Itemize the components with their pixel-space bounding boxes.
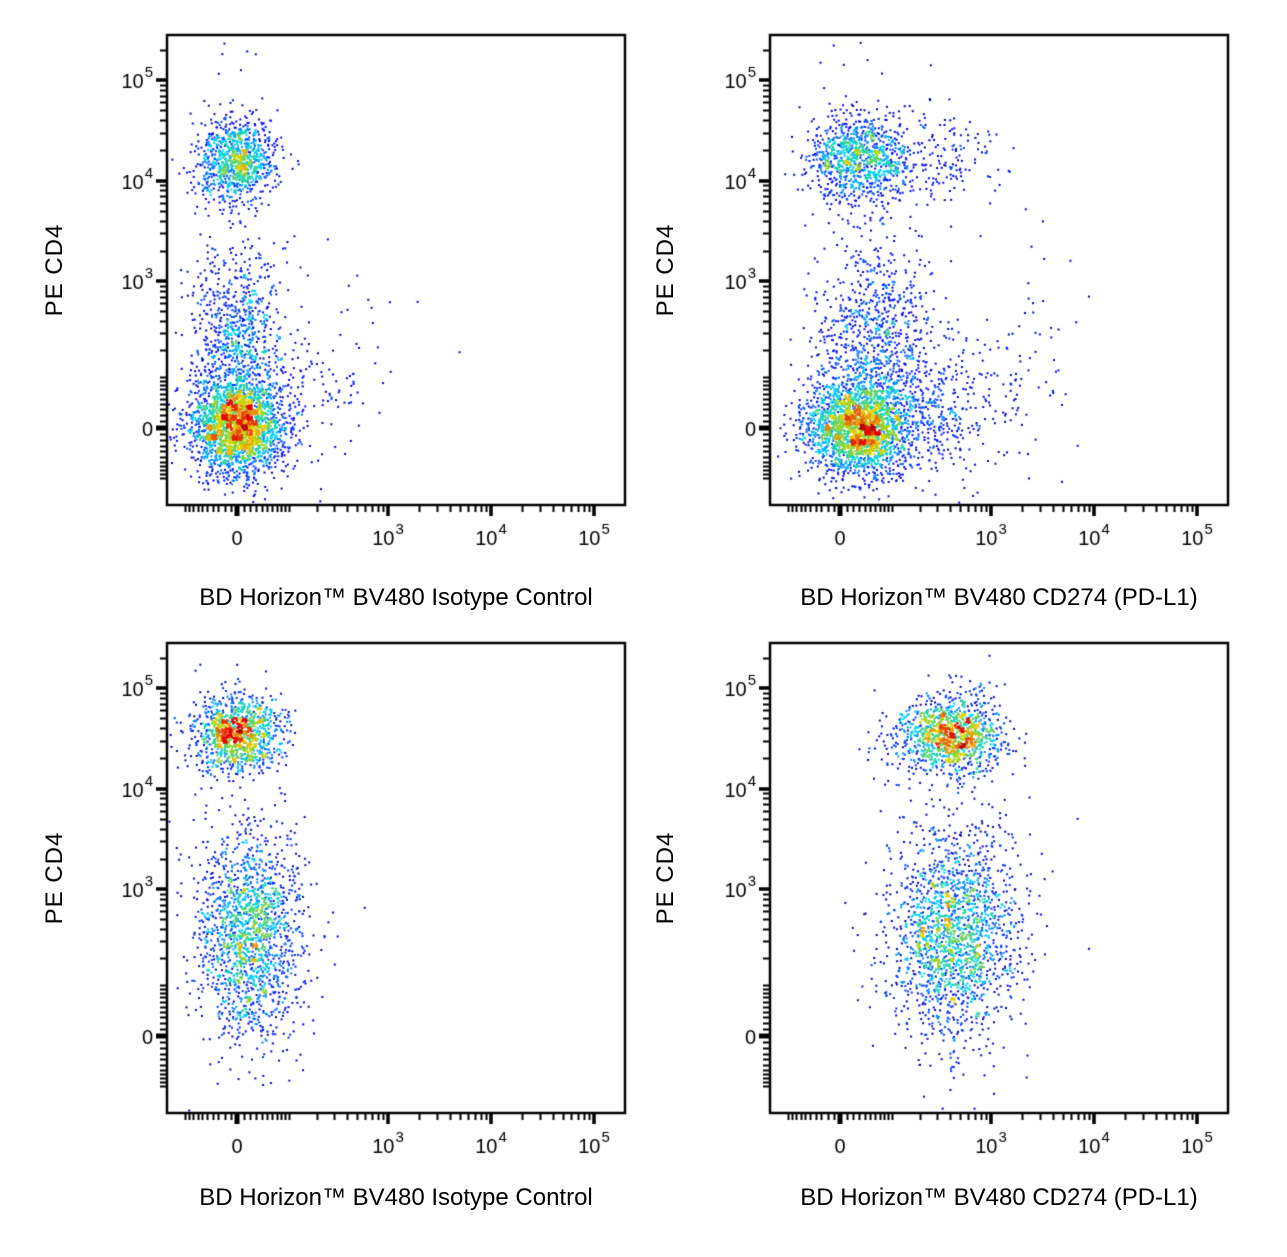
y-axis-title: PE CD4	[652, 223, 679, 317]
plot-panel-bottom-right: PE CD4 BD Horizon™ BV480 CD274 (PD-L1)	[644, 628, 1287, 1257]
y-axis-title: PE CD4	[652, 831, 679, 925]
x-axis-title: BD Horizon™ BV480 Isotype Control	[199, 584, 593, 611]
x-axis-title: BD Horizon™ BV480 CD274 (PD-L1)	[800, 1184, 1198, 1211]
plot-panel-top-left: PE CD4 BD Horizon™ BV480 Isotype Control	[0, 0, 643, 629]
scatter-canvas-bottom-left	[0, 628, 643, 1257]
scatter-canvas-top-left	[0, 0, 643, 629]
y-axis-title: PE CD4	[41, 223, 68, 317]
x-axis-title: BD Horizon™ BV480 CD274 (PD-L1)	[800, 584, 1198, 611]
plot-panel-top-right: PE CD4 BD Horizon™ BV480 CD274 (PD-L1)	[644, 0, 1287, 629]
y-axis-title: PE CD4	[41, 831, 68, 925]
plot-panel-bottom-left: PE CD4 BD Horizon™ BV480 Isotype Control	[0, 628, 643, 1257]
x-axis-title: BD Horizon™ BV480 Isotype Control	[199, 1184, 593, 1211]
scatter-canvas-bottom-right	[644, 628, 1287, 1257]
scatter-canvas-top-right	[644, 0, 1287, 629]
